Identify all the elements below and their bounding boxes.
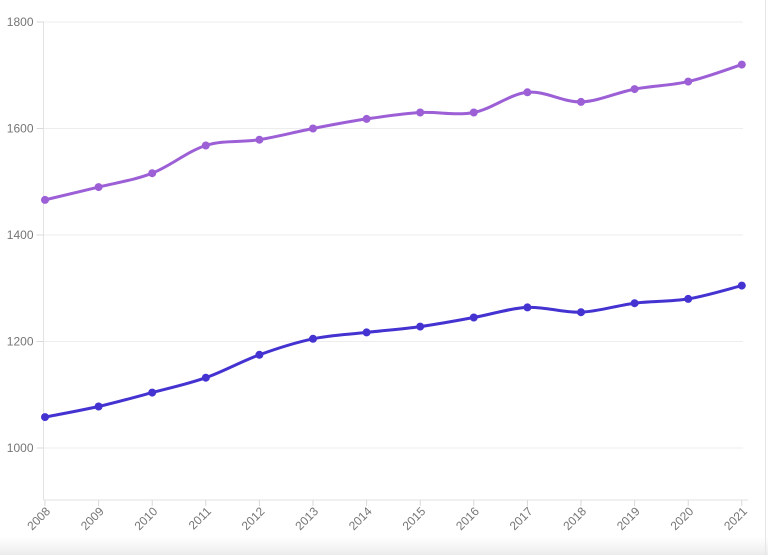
- x-axis-label: 2009: [78, 504, 107, 533]
- upper-series-data-point[interactable]: [148, 169, 157, 178]
- y-axis-label: 1800: [7, 15, 34, 29]
- upper-series-data-point[interactable]: [41, 195, 49, 204]
- x-axis-label: 2012: [239, 504, 268, 533]
- y-axis-label: 1000: [7, 441, 34, 455]
- lower-series-data-point[interactable]: [469, 313, 478, 322]
- lower-series-line: [43, 284, 744, 419]
- x-axis-label: 2021: [721, 504, 750, 533]
- lower-series-data-point[interactable]: [94, 402, 103, 411]
- x-axis-label: 2010: [132, 504, 161, 533]
- lower-series-data-point[interactable]: [255, 350, 264, 359]
- x-axis-label: 2015: [400, 504, 429, 533]
- upper-series-data-point[interactable]: [255, 135, 264, 144]
- lower-series-data-point[interactable]: [523, 303, 532, 312]
- lower-series-data-point[interactable]: [630, 299, 639, 308]
- lower-series-data-point[interactable]: [577, 308, 585, 317]
- x-axis-label: 2014: [346, 504, 375, 533]
- x-axis-label: 2019: [614, 504, 643, 533]
- x-axis-label: 2008: [24, 504, 53, 533]
- upper-series-data-point[interactable]: [201, 141, 210, 150]
- y-axis-label: 1600: [7, 122, 34, 136]
- lower-series-data-point[interactable]: [684, 294, 693, 303]
- x-axis-label: 2013: [292, 504, 321, 533]
- upper-series-data-point[interactable]: [416, 108, 425, 117]
- x-axis-label: 2011: [186, 504, 214, 532]
- x-axis-label: 2020: [668, 504, 697, 533]
- y-axis-label: 1200: [7, 335, 34, 349]
- upper-series-data-point[interactable]: [630, 85, 639, 94]
- upper-series-data-point[interactable]: [737, 60, 746, 69]
- bottom-fade-band: [0, 537, 768, 555]
- axis-group: [36, 21, 748, 506]
- upper-series-data-point[interactable]: [469, 108, 478, 117]
- axis-labels-group: 1000 1200 1400 1600 1800 2008 2009 2010 2011 2012…: [7, 15, 750, 533]
- upper-series-data-point[interactable]: [362, 114, 371, 123]
- upper-series-data-point[interactable]: [309, 124, 317, 133]
- lower-series-data-point[interactable]: [201, 373, 210, 382]
- y-axis-label: 1400: [7, 228, 34, 242]
- lower-series-data-point[interactable]: [362, 328, 371, 337]
- x-axis-label: 2016: [453, 504, 482, 533]
- x-axis-label: 2017: [507, 504, 536, 533]
- upper-series-line: [43, 63, 744, 202]
- lower-series-data-point[interactable]: [416, 322, 425, 331]
- lower-series-data-point[interactable]: [148, 388, 157, 397]
- upper-series-data-point[interactable]: [577, 97, 585, 106]
- x-axis-label: 2018: [560, 504, 589, 533]
- grid-group: [43, 21, 743, 449]
- series-group: [41, 60, 746, 422]
- lower-series-data-point[interactable]: [41, 413, 49, 422]
- lower-series-data-point[interactable]: [737, 281, 746, 290]
- upper-series-data-point[interactable]: [684, 77, 693, 86]
- lower-series-data-point[interactable]: [309, 334, 317, 343]
- upper-series-data-point[interactable]: [94, 183, 103, 192]
- upper-series-data-point[interactable]: [523, 88, 532, 97]
